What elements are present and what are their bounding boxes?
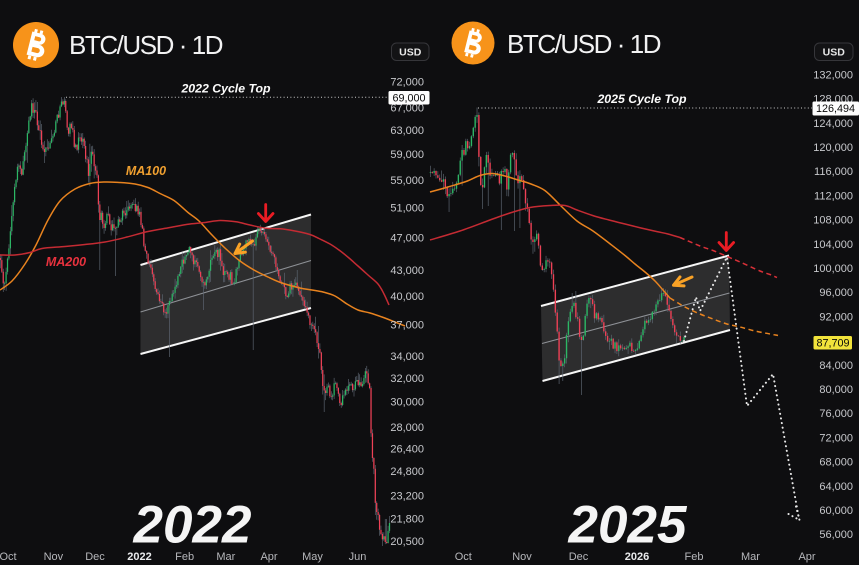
svg-text:2025: 2025 [568,496,688,555]
svg-text:51,000: 51,000 [390,202,424,214]
svg-text:Apr: Apr [260,551,277,563]
svg-text:108,000: 108,000 [813,215,853,227]
svg-text:72,000: 72,000 [819,432,853,444]
svg-text:32,000: 32,000 [390,373,424,385]
svg-text:2022 Cycle Top: 2022 Cycle Top [180,82,271,96]
svg-text:24,800: 24,800 [390,466,424,478]
svg-text:26,400: 26,400 [390,443,424,455]
svg-text:76,000: 76,000 [819,408,853,420]
svg-text:84,000: 84,000 [819,360,853,372]
svg-text:23,200: 23,200 [390,491,424,503]
svg-text:Nov: Nov [512,551,532,563]
svg-text:Mar: Mar [741,551,760,563]
svg-text:2025 Cycle Top: 2025 Cycle Top [596,92,687,106]
svg-text:2022: 2022 [127,551,151,563]
svg-text:120,000: 120,000 [813,142,853,154]
svg-text:USD: USD [399,46,422,58]
svg-text:132,000: 132,000 [813,69,853,81]
svg-text:100,000: 100,000 [813,263,853,275]
svg-text:124,000: 124,000 [813,118,853,130]
svg-text:63,000: 63,000 [390,125,424,137]
svg-text:21,800: 21,800 [390,513,424,525]
svg-text:40,000: 40,000 [390,291,424,303]
svg-text:Oct: Oct [0,551,17,563]
svg-text:47,000: 47,000 [390,232,424,244]
svg-text:67,000: 67,000 [390,103,424,115]
svg-text:43,000: 43,000 [390,265,424,277]
svg-text:69,000: 69,000 [392,92,425,104]
svg-text:34,000: 34,000 [390,351,424,363]
svg-text:MA100: MA100 [126,164,166,178]
svg-text:Jun: Jun [349,551,367,563]
svg-text:30,000: 30,000 [390,397,424,409]
svg-text:MA200: MA200 [46,255,86,269]
svg-text:2022: 2022 [133,496,252,555]
svg-text:80,000: 80,000 [819,384,853,396]
svg-text:112,000: 112,000 [814,190,853,202]
svg-text:Feb: Feb [175,551,194,563]
svg-text:126,494: 126,494 [816,103,855,115]
svg-text:55,000: 55,000 [390,175,424,187]
svg-text:USD: USD [823,46,846,58]
svg-text:96,000: 96,000 [819,287,853,299]
svg-text:28,000: 28,000 [390,422,424,434]
svg-text:20,500: 20,500 [390,536,424,548]
svg-text:2026: 2026 [625,551,649,563]
svg-text:60,000: 60,000 [819,505,853,517]
svg-text:Nov: Nov [44,551,64,563]
svg-text:Dec: Dec [85,551,105,563]
svg-text:BTC/USD · 1D: BTC/USD · 1D [69,30,223,60]
svg-text:116,000: 116,000 [814,166,853,178]
svg-text:Dec: Dec [569,551,589,563]
svg-text:37,000: 37,000 [390,320,424,332]
svg-text:BTC/USD · 1D: BTC/USD · 1D [507,29,661,59]
svg-text:Apr: Apr [798,551,815,563]
svg-text:68,000: 68,000 [819,457,853,469]
svg-text:87,709: 87,709 [816,338,849,350]
svg-text:64,000: 64,000 [819,481,853,493]
svg-text:92,000: 92,000 [819,311,853,323]
svg-text:Mar: Mar [216,551,235,563]
svg-text:May: May [302,551,323,563]
svg-text:59,000: 59,000 [390,149,424,161]
svg-text:104,000: 104,000 [813,239,853,251]
svg-text:72,000: 72,000 [390,76,424,88]
svg-text:Feb: Feb [685,551,704,563]
svg-text:Oct: Oct [455,551,472,563]
svg-text:56,000: 56,000 [819,529,853,541]
